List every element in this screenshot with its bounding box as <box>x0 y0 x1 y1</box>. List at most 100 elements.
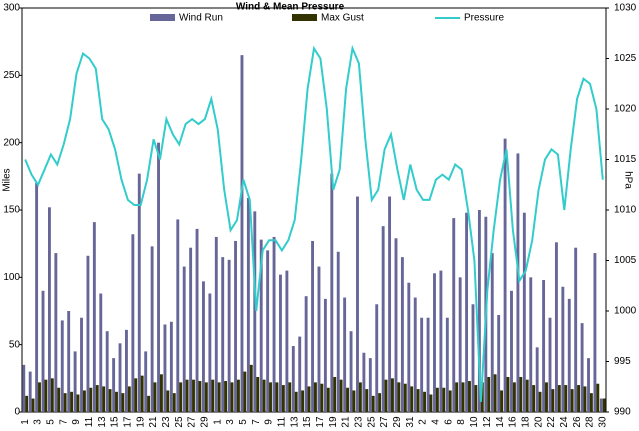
y-tick-label: 0 <box>14 407 20 418</box>
x-tick-label: 28 <box>585 416 596 428</box>
bar <box>272 236 276 412</box>
bar <box>346 387 349 412</box>
bar <box>285 270 289 412</box>
bar <box>413 297 417 412</box>
legend-swatch <box>150 14 175 21</box>
bar <box>490 253 494 412</box>
bar <box>381 226 385 412</box>
y2-axis-label: hPa <box>622 171 633 189</box>
bar <box>47 207 51 412</box>
x-tick-label: 23 <box>161 416 172 428</box>
bar <box>551 389 555 412</box>
y2-tick-label: 1015 <box>614 154 637 165</box>
bar <box>465 212 469 412</box>
bar <box>480 382 484 412</box>
bar <box>567 298 571 412</box>
bar <box>31 398 35 412</box>
x-tick-label: 27 <box>187 416 198 428</box>
bar <box>147 395 151 412</box>
bar <box>455 382 459 412</box>
bar <box>426 317 430 412</box>
x-tick-label: 17 <box>123 416 134 428</box>
legend-label: Max Gust <box>321 13 364 24</box>
bar <box>512 382 516 412</box>
bar <box>95 385 99 412</box>
x-tick-label: 9 <box>264 419 275 425</box>
bar <box>320 383 324 412</box>
bar <box>375 304 379 412</box>
bar <box>80 317 83 412</box>
y2-tick-label: 1030 <box>614 3 637 14</box>
bar <box>397 382 401 412</box>
y2-tick-label: 990 <box>614 407 631 418</box>
bar <box>38 382 41 412</box>
bar <box>535 347 539 412</box>
bar <box>234 240 237 412</box>
x-tick-label: 3 <box>33 419 44 425</box>
x-tick-label: 21 <box>148 416 159 428</box>
bar <box>157 142 160 412</box>
bar <box>365 389 369 412</box>
bar <box>333 376 337 412</box>
x-tick-label: 11 <box>277 416 288 427</box>
bar <box>529 277 533 412</box>
bar <box>307 386 311 412</box>
x-tick-label: 26 <box>572 416 583 428</box>
bar <box>503 138 507 413</box>
bar <box>230 382 234 412</box>
y-tick-label: 300 <box>3 3 20 14</box>
bar <box>304 296 308 412</box>
bar <box>525 379 529 412</box>
bar <box>266 250 270 412</box>
x-tick-label: 9 <box>71 419 82 425</box>
bar <box>599 398 603 412</box>
bar <box>150 246 154 412</box>
bar <box>445 317 449 412</box>
bar <box>487 376 491 412</box>
x-tick-label: 11 <box>84 416 95 427</box>
bar <box>557 385 561 412</box>
x-tick-label: 4 <box>431 419 442 425</box>
x-tick-label: 6 <box>443 419 454 425</box>
bar <box>144 351 148 412</box>
bar <box>493 374 497 412</box>
bar <box>35 183 39 412</box>
x-tick-label: 5 <box>46 419 57 425</box>
x-tick-label: 19 <box>328 416 339 428</box>
bar <box>500 390 503 412</box>
x-tick-label: 29 <box>200 416 211 428</box>
bar <box>269 382 272 412</box>
y2-tick-label: 1010 <box>614 205 637 216</box>
bar <box>189 247 193 412</box>
bar <box>593 253 597 412</box>
bar <box>82 390 86 412</box>
bar <box>159 374 163 412</box>
bar <box>192 379 195 412</box>
bar <box>54 253 58 412</box>
bar <box>221 257 225 412</box>
bar <box>391 378 394 412</box>
bar <box>435 387 439 412</box>
x-tick-label: 15 <box>110 416 121 428</box>
bar <box>471 304 475 412</box>
bar <box>224 381 228 412</box>
x-tick-label: 29 <box>392 416 403 428</box>
bar <box>217 382 221 412</box>
bar <box>561 286 565 412</box>
chart-title: Wind & Mean Pressure <box>236 2 345 13</box>
bar <box>542 280 546 412</box>
bar <box>50 378 54 412</box>
bar <box>291 346 295 412</box>
bar <box>420 317 424 412</box>
y2-tick-label: 1025 <box>614 53 637 64</box>
bar <box>336 251 340 412</box>
bar <box>461 382 465 412</box>
bar <box>378 393 382 412</box>
bar <box>358 382 362 412</box>
bar <box>403 383 407 412</box>
y-tick-label: 150 <box>3 205 20 216</box>
x-tick-label: 22 <box>546 416 557 428</box>
bar <box>240 55 244 413</box>
x-tick-label: 24 <box>559 416 570 428</box>
x-tick-label: 7 <box>251 419 262 425</box>
